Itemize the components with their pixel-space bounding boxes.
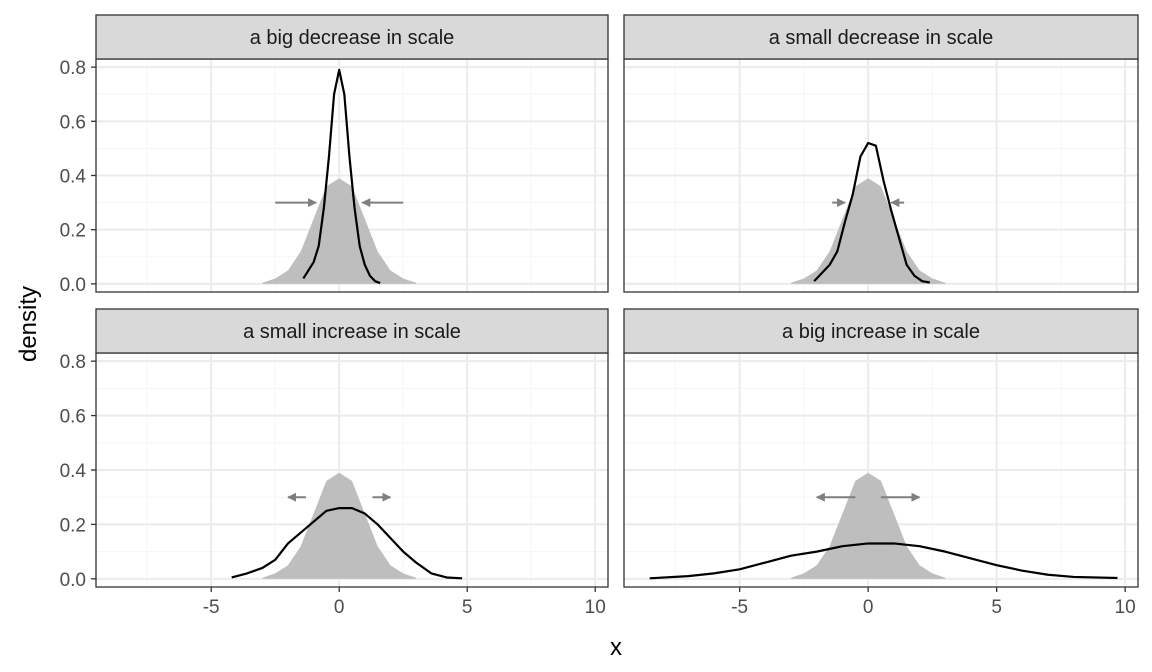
density-curve [231,506,463,580]
y-tick-label: 0.2 [60,221,86,242]
facet-strip-label: a big decrease in scale [250,27,455,49]
facet-panel: a small increase in scale 0.0 0.2 0.4 0.6 0.8… [60,308,609,618]
facet-panel: a big decrease in scale 0.0 0.2 0.4 0.6 0.8 [60,14,609,296]
x-tick-label: 0 [863,597,874,618]
x-tick-label: 0 [334,597,345,618]
y-tick-label: 0.6 [60,407,86,428]
y-tick-label: 0.0 [60,275,86,296]
y-tick-label: 0.0 [60,570,86,591]
facet-strip-label: a big increase in scale [782,321,980,343]
x-tick-label: 5 [462,597,473,618]
facet-strip [95,308,609,354]
x-tick-label: -5 [203,597,220,618]
facet-strip [623,308,1139,354]
density-curve [649,542,1118,580]
density-curve [813,141,931,284]
y-tick-label: 0.2 [60,515,86,536]
y-tick-label: 0.6 [60,112,86,133]
y-tick-label: 0.8 [60,58,86,79]
facet-strip-label: a small increase in scale [243,321,461,343]
x-tick-label: -5 [731,597,748,618]
facet-panel: a big increase in scale -5 0 5 10 [623,308,1139,618]
y-tick-label: 0.8 [60,352,86,373]
reference-density-area [262,178,416,284]
x-axis-title: x [610,634,622,661]
x-tick-label: 5 [991,597,1002,618]
facet-strip [623,14,1139,60]
reference-density-area [791,472,946,579]
x-tick-label: 10 [1115,597,1136,618]
reference-density-area [262,472,416,579]
y-tick-label: 0.4 [60,167,87,188]
panels-layer: a big decrease in scale0.00.20.40.60.8a … [60,14,1139,618]
density-curve [302,68,381,285]
facet-strip-label: a small decrease in scale [769,27,994,49]
reference-density-area [791,178,946,284]
y-tick-label: 0.4 [60,461,87,482]
facet-panel: a small decrease in scale [623,14,1139,293]
x-tick-label: 10 [585,597,606,618]
y-axis-title: density [15,286,42,362]
facet-strip [95,14,609,60]
